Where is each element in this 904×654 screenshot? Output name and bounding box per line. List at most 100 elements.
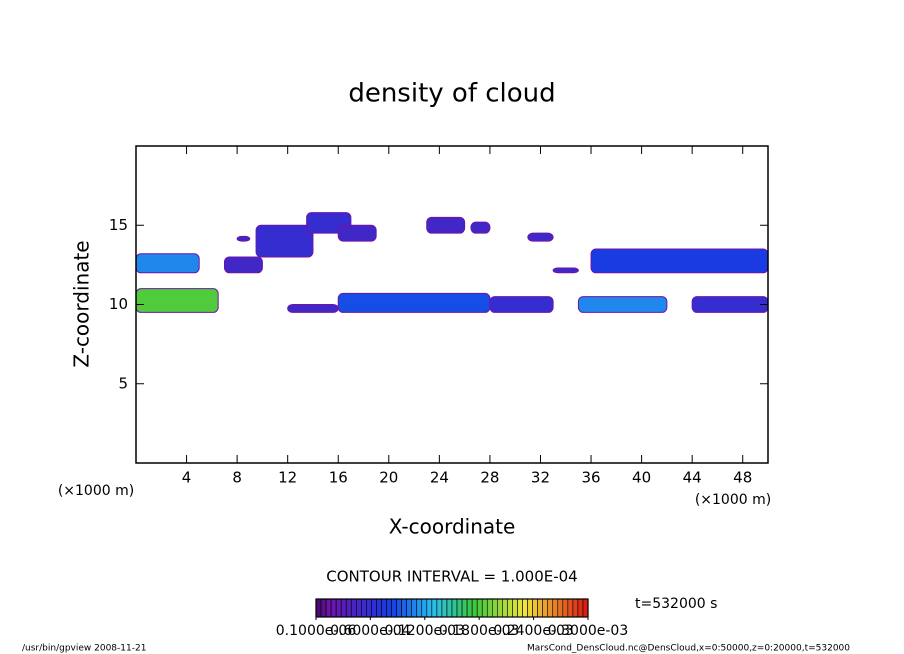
colorbar-cell <box>315 598 322 618</box>
colorbar-cell <box>476 598 483 618</box>
colorbar-tick-label: 0.3000e-03 <box>548 623 628 639</box>
colorbar-cell <box>512 598 518 618</box>
x-tick-label: 32 <box>531 469 550 487</box>
colorbar-cell <box>502 598 508 618</box>
colorbar-cell <box>325 598 332 618</box>
cloud-patch <box>135 253 200 274</box>
colorbar-frame <box>315 598 589 618</box>
colorbar-cell <box>355 598 362 618</box>
y-tick-label: 10 <box>109 295 128 313</box>
colorbar-cell <box>557 598 564 618</box>
colorbar-cell <box>527 598 533 618</box>
colorbar-cell <box>542 598 549 618</box>
colorbar-cell <box>366 598 372 618</box>
colorbar-cell <box>406 598 413 618</box>
y-tick-label: 5 <box>118 374 128 392</box>
x-tick-label: 28 <box>480 469 499 487</box>
x-tick-label: 8 <box>232 469 242 487</box>
colorbar-cell <box>451 598 458 618</box>
time-label: t=532000 s <box>635 596 717 612</box>
colorbar-cell <box>507 598 513 618</box>
colorbar-cell <box>421 598 428 618</box>
cloud-patch <box>691 296 769 313</box>
cloud-patch <box>223 256 263 274</box>
colorbar-cell <box>376 598 382 618</box>
colorbar-cell <box>577 598 584 618</box>
colorbar-cell <box>401 598 407 618</box>
cloud-patch <box>527 232 554 242</box>
cloud-patch <box>470 221 491 234</box>
x-tick-label: 44 <box>683 469 702 487</box>
colorbar-cell <box>436 598 443 618</box>
colorbar-cell <box>320 598 327 618</box>
colorbar-cell <box>426 598 433 618</box>
colorbar-cell <box>466 598 473 618</box>
footer-right: MarsCond_DensCloud.nc@DensCloud,x=0:5000… <box>527 644 850 654</box>
colorbar-cell <box>497 598 503 618</box>
colorbar-cell <box>491 598 498 618</box>
x-axis-label: X-coordinate <box>389 515 516 539</box>
cloud-patch <box>255 224 314 258</box>
footer-left: /usr/bin/gpview 2008-11-21 <box>22 644 146 654</box>
colorbar-cell <box>371 598 377 618</box>
colorbar-cell <box>461 598 468 618</box>
colorbar-cell <box>582 598 589 618</box>
cloud-patch <box>426 216 466 234</box>
colorbar-cell <box>522 598 528 618</box>
colorbar-tick-label: 0.6000e-04 <box>330 623 411 639</box>
cloud-patch <box>577 296 668 313</box>
cloud-patch <box>337 292 491 313</box>
colorbar-cell <box>562 598 569 618</box>
y-tick-label: 15 <box>109 216 128 234</box>
colorbar-cell <box>386 598 392 618</box>
colorbar-cell <box>446 598 453 618</box>
cloud-patch <box>287 304 339 313</box>
colorbar-cell <box>547 598 554 618</box>
x-tick-label: 20 <box>379 469 398 487</box>
colorbar-cell <box>481 598 488 618</box>
x-tick-label: 12 <box>278 469 297 487</box>
x-unit: (×1000 m) <box>695 492 771 508</box>
colorbar-cell <box>517 598 523 618</box>
cloud-patch <box>590 248 769 274</box>
colorbar-cell <box>391 598 397 618</box>
colorbar-cell <box>416 598 423 618</box>
colorbar-tick-label: 0.1000e-06 <box>276 623 357 639</box>
colorbar-cell <box>471 598 478 618</box>
colorbar-cell <box>361 598 367 618</box>
colorbar-tick-label: 0.1200e-03 <box>385 623 465 639</box>
y-unit: (×1000 m) <box>58 483 134 499</box>
x-tick-label: 48 <box>733 469 752 487</box>
cloud-patch <box>552 267 579 274</box>
colorbar-cell <box>552 598 559 618</box>
colorbar-cell <box>345 598 352 618</box>
colorbar-cell <box>411 598 418 618</box>
colorbar-tick-label: 0.2400e-03 <box>493 623 573 639</box>
contour-interval: CONTOUR INTERVAL = 1.000E-04 <box>326 568 577 586</box>
colorbar-cell <box>350 598 357 618</box>
chart-title: density of cloud <box>348 79 555 109</box>
cloud-patch <box>489 296 554 313</box>
colorbar-cell <box>396 598 402 618</box>
cloud-patch <box>236 235 251 242</box>
cloud-patch <box>135 288 219 313</box>
x-tick-label: 36 <box>581 469 600 487</box>
colorbar-cell <box>335 598 342 618</box>
x-tick-label: 40 <box>632 469 651 487</box>
colorbar-cell <box>431 598 438 618</box>
colorbar-tick-label: 0.1800e-03 <box>439 623 519 639</box>
colorbar-cell <box>537 598 543 618</box>
cloud-patch <box>337 224 377 242</box>
colorbar-cell <box>486 598 493 618</box>
y-axis-label: Z-coordinate <box>70 240 94 367</box>
colorbar-cell <box>340 598 347 618</box>
colorbar-cell <box>381 598 387 618</box>
x-tick-label: 16 <box>329 469 348 487</box>
x-tick-label: 24 <box>430 469 449 487</box>
colorbar-cell <box>567 598 574 618</box>
colorbar-cell <box>456 598 463 618</box>
colorbar-cell <box>441 598 448 618</box>
colorbar-cell <box>330 598 337 618</box>
colorbar-cell <box>572 598 579 618</box>
